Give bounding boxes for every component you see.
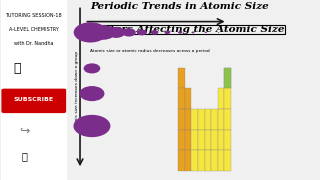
Bar — [204, 130, 211, 150]
Circle shape — [91, 25, 116, 40]
Bar — [204, 150, 211, 171]
Bar — [211, 130, 218, 150]
Bar — [211, 150, 218, 171]
Text: TUTORING SESSION-18: TUTORING SESSION-18 — [5, 13, 62, 18]
Bar — [185, 88, 191, 109]
Text: 🔔: 🔔 — [22, 152, 28, 162]
Circle shape — [191, 31, 195, 33]
Bar — [191, 150, 198, 171]
Bar — [224, 68, 231, 88]
Circle shape — [84, 63, 100, 73]
Text: 👍: 👍 — [14, 62, 21, 75]
Bar — [178, 88, 185, 109]
Bar — [178, 130, 185, 150]
Bar — [224, 109, 231, 130]
Bar — [224, 68, 231, 88]
Bar — [224, 150, 231, 171]
Bar — [185, 130, 191, 150]
Bar — [191, 109, 198, 130]
FancyBboxPatch shape — [1, 88, 67, 113]
Circle shape — [151, 30, 158, 35]
Bar — [218, 88, 224, 109]
Bar — [218, 150, 224, 171]
Bar — [185, 109, 191, 130]
FancyBboxPatch shape — [1, 0, 67, 180]
Circle shape — [74, 22, 107, 42]
Text: Atomic size increases down a group: Atomic size increases down a group — [75, 51, 79, 129]
Bar — [218, 109, 224, 130]
Bar — [191, 130, 198, 150]
Text: Periodic Trends in Atomic Size: Periodic Trends in Atomic Size — [91, 2, 269, 11]
Bar — [198, 150, 204, 171]
Bar — [198, 130, 204, 150]
Bar — [178, 68, 185, 88]
Bar — [224, 88, 231, 109]
Bar — [178, 150, 185, 171]
Text: Atomic size or atomic radius decreases across a period: Atomic size or atomic radius decreases a… — [91, 49, 210, 53]
Circle shape — [164, 31, 170, 34]
Bar — [224, 130, 231, 150]
Circle shape — [122, 28, 136, 37]
Circle shape — [107, 27, 125, 38]
Circle shape — [79, 86, 104, 101]
Text: A-LEVEL CHEMISTRY: A-LEVEL CHEMISTRY — [9, 27, 59, 32]
Circle shape — [178, 31, 182, 34]
Text: ↪: ↪ — [20, 125, 30, 138]
Bar — [178, 109, 185, 130]
Text: with Dr. Nandha: with Dr. Nandha — [14, 41, 53, 46]
Text: Factors Affecting the Atomic Size: Factors Affecting the Atomic Size — [91, 25, 285, 34]
Bar — [185, 150, 191, 171]
Bar — [218, 130, 224, 150]
Bar — [211, 109, 218, 130]
Circle shape — [218, 32, 219, 33]
Circle shape — [137, 29, 147, 35]
Circle shape — [205, 32, 207, 33]
Bar — [198, 109, 204, 130]
Text: SUBSCRIBE: SUBSCRIBE — [14, 97, 54, 102]
Bar — [204, 109, 211, 130]
Circle shape — [74, 115, 110, 137]
